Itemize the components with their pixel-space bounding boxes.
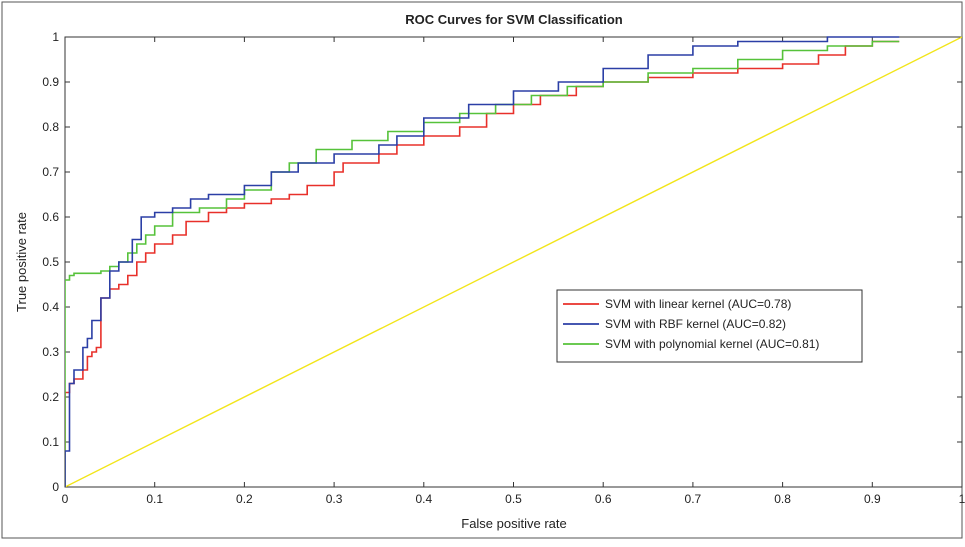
x-tick-label-10: 1 — [959, 492, 965, 506]
x-tick-label-1: 0.1 — [146, 492, 163, 506]
y-axis-label: True positive rate — [14, 212, 29, 312]
y-tick-label-4: 0.4 — [42, 300, 59, 314]
y-tick-label-5: 0.5 — [42, 255, 59, 269]
y-tick-label-0: 0 — [52, 480, 59, 494]
x-tick-label-0: 0 — [62, 492, 69, 506]
plot-area: 0 0.1 0.2 0.3 0.4 0.5 0.6 0.7 0.8 0.9 1 0 0.1 0.2 0.3 0… — [42, 30, 965, 506]
y-tick-label-3: 0.3 — [42, 345, 59, 359]
y-tick-label-1: 0.1 — [42, 435, 59, 449]
chart-title: ROC Curves for SVM Classification — [405, 12, 622, 27]
x-tick-label-9: 0.9 — [864, 492, 881, 506]
y-tick-label-10: 1 — [52, 30, 59, 44]
x-tick-label-4: 0.4 — [415, 492, 432, 506]
x-tick-label-7: 0.7 — [685, 492, 702, 506]
x-tick-label-5: 0.5 — [505, 492, 522, 506]
legend-entry-1: SVM with RBF kernel (AUC=0.82) — [605, 317, 786, 331]
x-axis-label: False positive rate — [461, 516, 567, 531]
y-tick-label-6: 0.6 — [42, 210, 59, 224]
x-tick-label-2: 0.2 — [236, 492, 253, 506]
reference-diagonal-line — [65, 36, 962, 487]
series-line-1 — [65, 36, 900, 487]
legend-entry-2: SVM with polynomial kernel (AUC=0.81) — [605, 337, 819, 351]
x-tick-label-3: 0.3 — [326, 492, 343, 506]
y-tick-label-7: 0.7 — [42, 165, 59, 179]
x-tick-label-8: 0.8 — [774, 492, 791, 506]
y-tick-label-8: 0.8 — [42, 120, 59, 134]
x-tick-label-6: 0.6 — [595, 492, 612, 506]
y-tick-label-9: 0.9 — [42, 75, 59, 89]
y-tick-label-2: 0.2 — [42, 390, 59, 404]
legend-box — [556, 289, 863, 363]
legend-entry-0: SVM with linear kernel (AUC=0.78) — [605, 297, 791, 311]
